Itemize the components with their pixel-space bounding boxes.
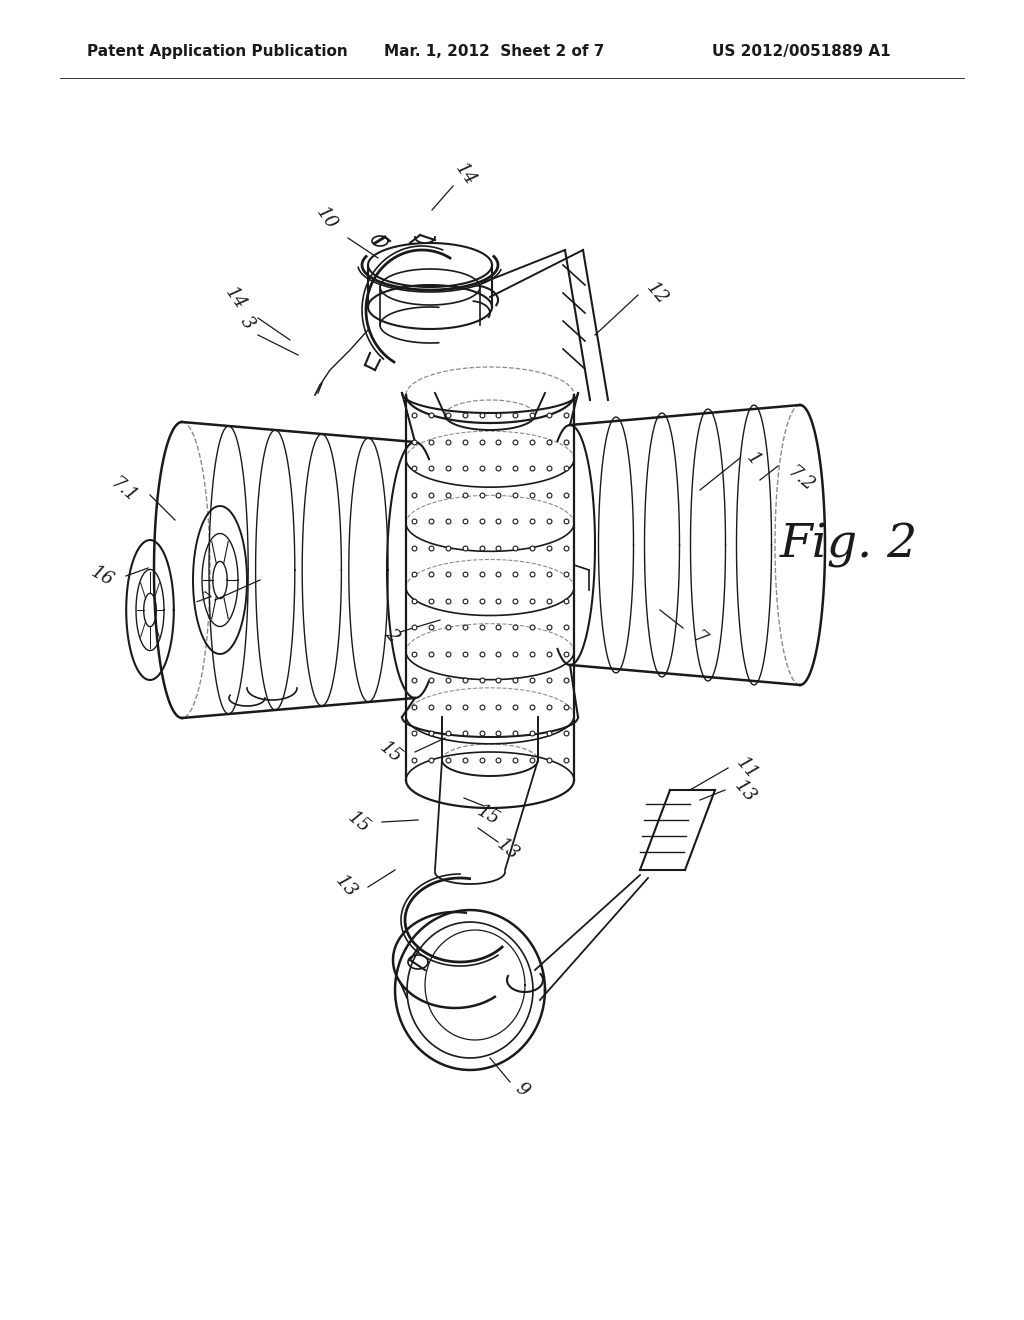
- Text: Mar. 1, 2012  Sheet 2 of 7: Mar. 1, 2012 Sheet 2 of 7: [384, 44, 604, 59]
- Text: 10: 10: [312, 205, 340, 234]
- Text: US 2012/0051889 A1: US 2012/0051889 A1: [712, 44, 890, 59]
- Text: Fig. 2: Fig. 2: [780, 523, 919, 568]
- Text: 11: 11: [733, 754, 762, 783]
- Text: 14: 14: [451, 161, 479, 190]
- Text: 16: 16: [88, 562, 117, 590]
- Text: 13: 13: [731, 777, 760, 807]
- Text: 1: 1: [743, 449, 764, 470]
- Text: 14: 14: [221, 284, 250, 313]
- Text: 13: 13: [332, 871, 359, 900]
- Text: 2: 2: [381, 626, 401, 645]
- Text: 12: 12: [643, 280, 672, 309]
- Text: 15: 15: [345, 808, 374, 837]
- Text: 15: 15: [473, 801, 503, 829]
- Text: 7.2: 7.2: [784, 463, 818, 495]
- Text: 15: 15: [377, 738, 406, 767]
- Text: 9: 9: [512, 1080, 532, 1101]
- Text: 13: 13: [494, 836, 522, 865]
- Text: 3: 3: [236, 313, 257, 333]
- Text: 7: 7: [190, 591, 211, 612]
- Text: 7: 7: [689, 628, 710, 649]
- Text: Patent Application Publication: Patent Application Publication: [87, 44, 348, 59]
- Text: 7.1: 7.1: [108, 475, 140, 507]
